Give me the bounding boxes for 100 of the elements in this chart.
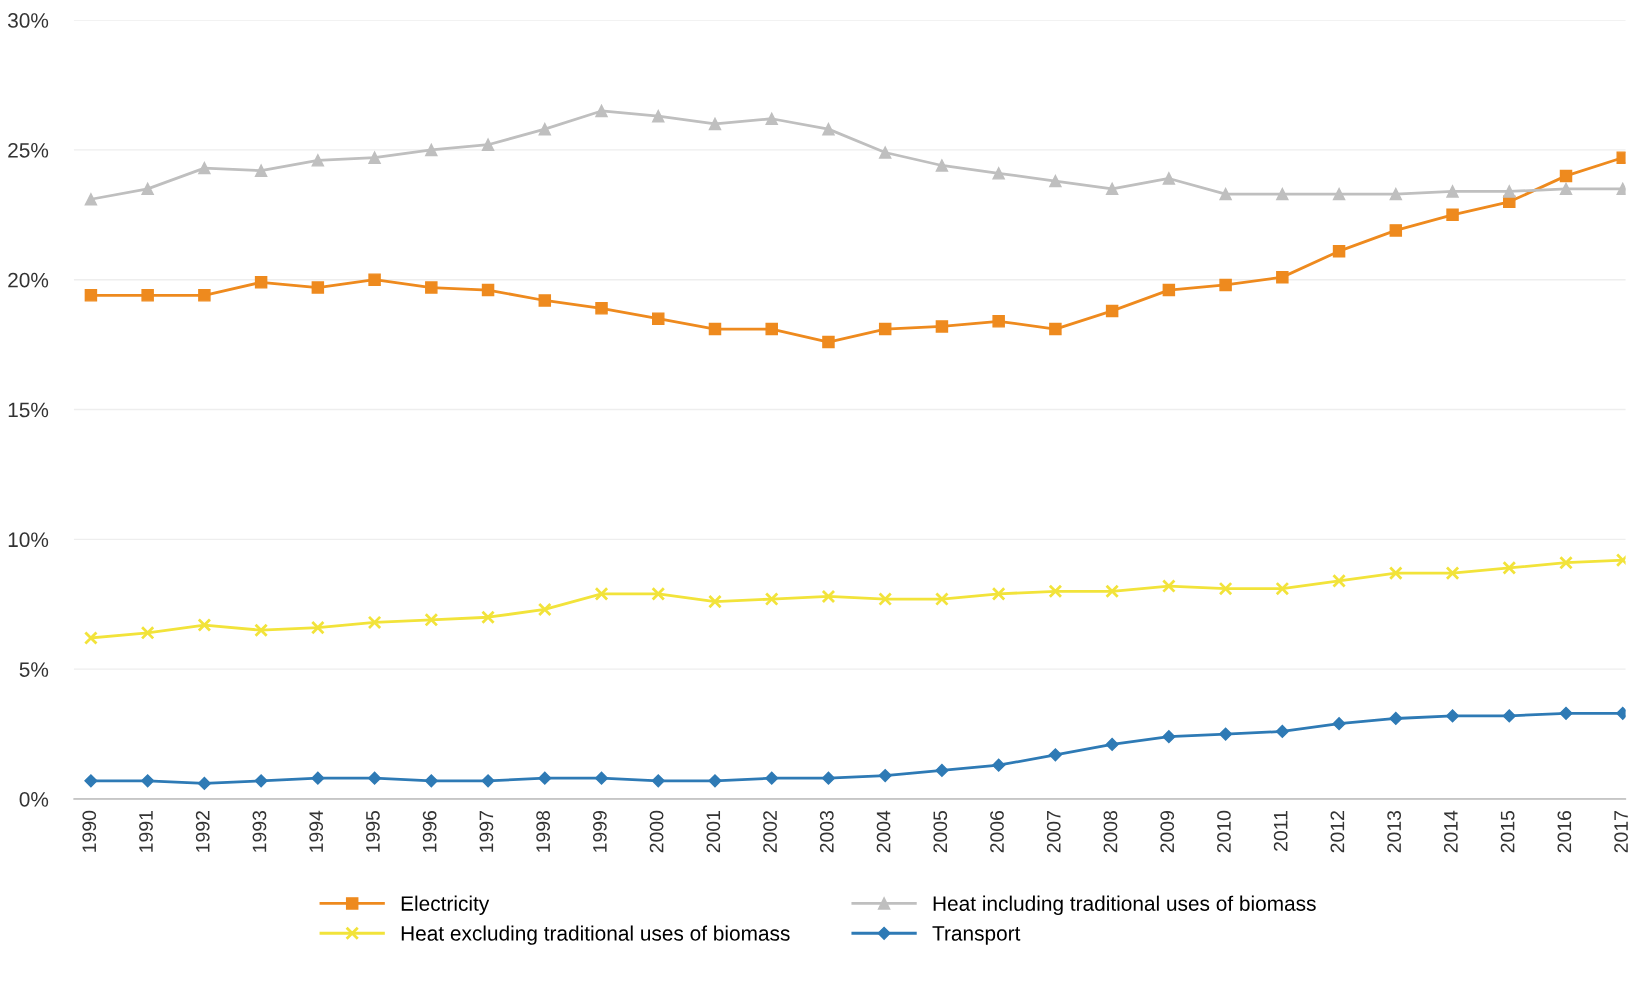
legend-label: Heat excluding traditional uses of biomass (401, 925, 790, 945)
point (708, 774, 722, 788)
point (254, 623, 269, 638)
x-tick-label: 2016 (1557, 810, 1572, 853)
point (1559, 182, 1573, 196)
point (1332, 573, 1347, 588)
point (935, 320, 949, 333)
point (1332, 244, 1346, 258)
point (764, 592, 779, 607)
point (708, 594, 722, 609)
point (1049, 322, 1062, 336)
point (84, 289, 98, 302)
point (84, 192, 98, 206)
point (1105, 304, 1119, 318)
point (1502, 709, 1516, 723)
point (595, 302, 608, 315)
point (1332, 187, 1346, 201)
point (1389, 224, 1403, 237)
point (311, 771, 325, 785)
point (538, 122, 552, 136)
point (878, 592, 893, 607)
x-tick-label: 1996 (422, 810, 437, 852)
point (1276, 187, 1289, 201)
x-tick-label: 1992 (195, 811, 210, 852)
x-tick-label: 1995 (366, 810, 380, 852)
y-tick-label: 15% (8, 402, 49, 418)
point (1276, 270, 1289, 284)
x-tick-label: 2001 (706, 811, 721, 853)
y-tick-label: 5% (19, 662, 49, 677)
x-tick-label: 2002 (763, 811, 777, 853)
x-tick-label: 2003 (819, 810, 834, 853)
point (254, 164, 268, 177)
y-tick-label: 10% (8, 532, 49, 548)
point (141, 774, 155, 788)
point (1275, 724, 1289, 739)
point (1219, 278, 1232, 292)
point (310, 620, 325, 635)
point (708, 117, 722, 131)
point (821, 771, 836, 785)
point (538, 771, 552, 785)
point (1446, 208, 1459, 222)
x-tick-label: 1997 (479, 811, 494, 852)
legend-label: Transport (932, 926, 1021, 945)
x-tick-label: 2004 (876, 810, 891, 853)
point (651, 586, 666, 601)
point (594, 771, 609, 785)
y-tick-label: 0% (19, 791, 49, 807)
point (1388, 566, 1403, 581)
point (652, 109, 665, 123)
point (1502, 560, 1517, 575)
x-tick-label: 2000 (649, 810, 664, 853)
x-tick-label: 1999 (592, 811, 607, 852)
point (708, 322, 722, 336)
point (254, 276, 268, 289)
point (822, 122, 835, 136)
point (765, 112, 778, 126)
point (765, 322, 778, 336)
x-tick-label: 2017 (1614, 811, 1628, 853)
point (1559, 169, 1573, 183)
x-tick-label: 1994 (309, 810, 324, 852)
point (594, 586, 609, 601)
point (367, 615, 382, 630)
point (1048, 748, 1062, 762)
point (935, 763, 949, 778)
point (367, 771, 382, 785)
x-tick-label: 2007 (1046, 811, 1061, 853)
point (992, 315, 1005, 328)
point (198, 161, 211, 175)
point (822, 335, 835, 349)
point (84, 774, 98, 788)
point (1105, 584, 1120, 599)
x-tick-label: 2010 (1217, 810, 1231, 853)
point (481, 283, 495, 297)
y-tick-label: 25% (8, 142, 49, 158)
legend-label: Electricity (401, 895, 490, 916)
x-tick-label: 1998 (536, 810, 551, 852)
point (595, 104, 608, 118)
point (821, 589, 836, 604)
y-tick-label: 30% (7, 13, 49, 28)
point (1049, 174, 1062, 188)
x-tick-label: 2012 (1330, 811, 1345, 853)
point (1559, 706, 1573, 720)
point (197, 776, 211, 790)
point (83, 631, 98, 645)
legend-label: Heat including traditional uses of biomass (933, 895, 1316, 916)
point (425, 281, 438, 294)
point (1048, 584, 1063, 599)
x-tick-label: 2008 (1103, 810, 1118, 853)
point (538, 294, 552, 307)
y-tick-label: 20% (8, 272, 49, 288)
point (1446, 185, 1459, 198)
point (1162, 283, 1176, 297)
x-tick-label: 2005 (933, 810, 948, 853)
point (368, 151, 381, 164)
point (1559, 555, 1573, 570)
point (311, 154, 325, 167)
point (1162, 730, 1176, 744)
point (1275, 581, 1290, 596)
point (765, 771, 779, 785)
point (1105, 737, 1119, 752)
